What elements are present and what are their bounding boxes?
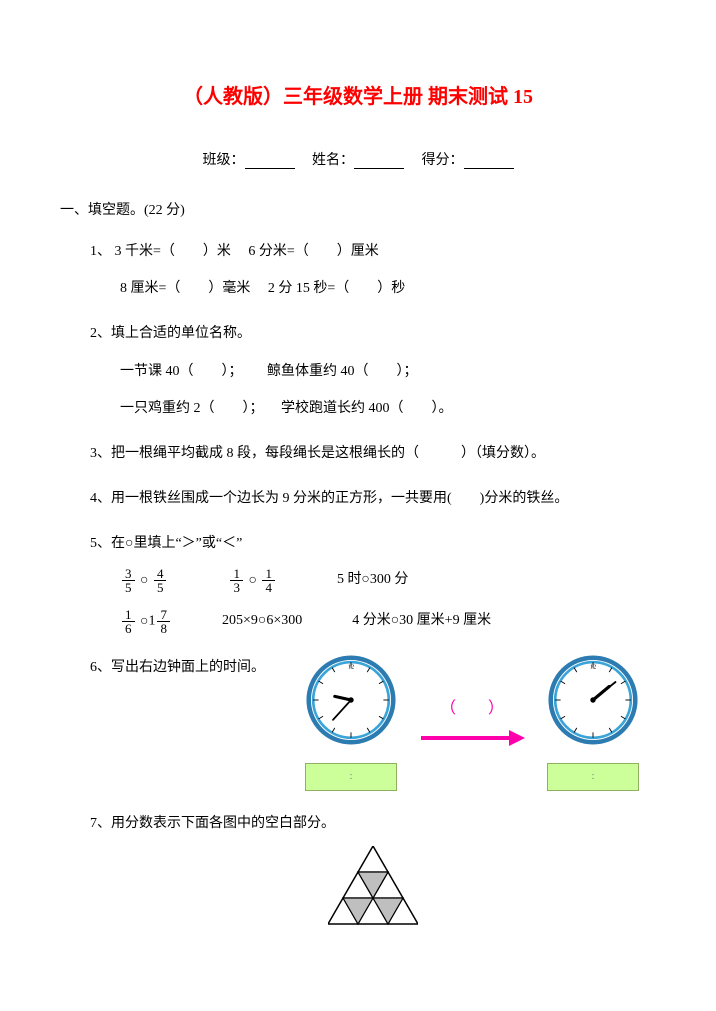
q5-prefix: 5、在○里填上“＞”或“＜” — [90, 536, 242, 551]
q6-text: 6、写出右边钟面上的时间。 — [90, 655, 265, 680]
question-4: 4、用一根铁丝围成一个边长为 9 分米的正方形，一共要用( )分米的铁丝。 — [90, 486, 656, 511]
question-2: 2、填上合适的单位名称。 一节课 40（ ）； 鲸鱼体重约 40（ ）； 一只鸡… — [90, 321, 656, 421]
elapsed-time-blank[interactable]: （ ） — [440, 695, 504, 724]
section-1-heading: 一、填空题。(22 分) — [60, 199, 656, 219]
fraction-7-8: 78 — [157, 608, 170, 635]
q2-prefix: 2、填上合适的单位名称。 — [90, 326, 251, 341]
q5-r1c: 5 时○300 分 — [337, 567, 408, 592]
q7-text: 7、用分数表示下面各图中的空白部分。 — [90, 816, 335, 831]
class-label: 班级： — [203, 153, 245, 168]
clock-2-block: 12 : — [547, 655, 639, 791]
clock-face-2: 12 — [548, 655, 638, 745]
q2-b: 鲸鱼体重约 40（ ）； — [267, 364, 418, 379]
fraction-4-5: 45 — [154, 567, 167, 594]
question-5: 5、在○里填上“＞”或“＜” 35 ○ 45 13 ○ 14 5 时○300 分… — [90, 531, 656, 634]
q2-d: 学校跑道长约 400（ ）。 — [281, 401, 453, 416]
q1-prefix: 1、 — [90, 244, 111, 259]
question-7: 7、用分数表示下面各图中的空白部分。 — [90, 811, 656, 926]
q5-r2b: 205×9○6×300 — [222, 608, 302, 633]
triangle-fraction-figure — [328, 846, 418, 926]
class-blank[interactable] — [245, 154, 295, 169]
q1-a: 3 千米=（ ）米 — [115, 244, 231, 259]
q5-row2: 16 ○178 205×9○6×300 4 分米○30 厘米+9 厘米 — [120, 608, 656, 635]
fraction-1-4: 14 — [262, 567, 275, 594]
mixed-int: 1 — [148, 613, 155, 628]
clock-face-1: 12 — [306, 655, 396, 745]
score-blank[interactable] — [464, 154, 514, 169]
arrow-right-icon — [417, 726, 527, 750]
q1-c: 8 厘米=（ ）毫米 — [120, 281, 250, 296]
compare-circle-icon[interactable]: ○ — [248, 572, 256, 587]
fraction-1-3: 13 — [230, 567, 243, 594]
question-3: 3、把一根绳平均截成 8 段，每段绳长是这根绳长的（ ）（填分数）。 — [90, 441, 656, 466]
student-info-line: 班级： 姓名： 得分： — [60, 149, 656, 169]
fraction-3-5: 35 — [122, 567, 135, 594]
time-answer-box-2[interactable]: : — [547, 763, 639, 791]
q5-r2c: 4 分米○30 厘米+9 厘米 — [352, 608, 491, 633]
svg-text:12: 12 — [590, 663, 596, 670]
name-blank[interactable] — [354, 154, 404, 169]
fraction-1-6: 16 — [122, 608, 135, 635]
q5-row1: 35 ○ 45 13 ○ 14 5 时○300 分 — [120, 567, 656, 594]
compare-circle-icon[interactable]: ○ — [140, 572, 148, 587]
arrow-block: （ ） — [417, 695, 527, 750]
q1-b: 6 分米=（ ）厘米 — [248, 244, 378, 259]
question-1: 1、 3 千米=（ ）米 6 分米=（ ）厘米 8 厘米=（ ）毫米 2 分 1… — [90, 239, 656, 301]
q2-c: 一只鸡重约 2（ ）； — [120, 401, 264, 416]
q1-d: 2 分 15 秒=（ ）秒 — [268, 281, 405, 296]
name-label: 姓名： — [312, 153, 354, 168]
question-6: 6、写出右边钟面上的时间。 12 — [90, 655, 656, 791]
time-answer-box-1[interactable]: : — [305, 763, 397, 791]
q2-a: 一节课 40（ ）； — [120, 364, 243, 379]
score-label: 得分： — [422, 153, 464, 168]
svg-text:12: 12 — [348, 663, 354, 670]
clock-1-block: 12 : — [305, 655, 397, 791]
exam-title: （人教版）三年级数学上册 期末测试 15 — [60, 80, 656, 109]
